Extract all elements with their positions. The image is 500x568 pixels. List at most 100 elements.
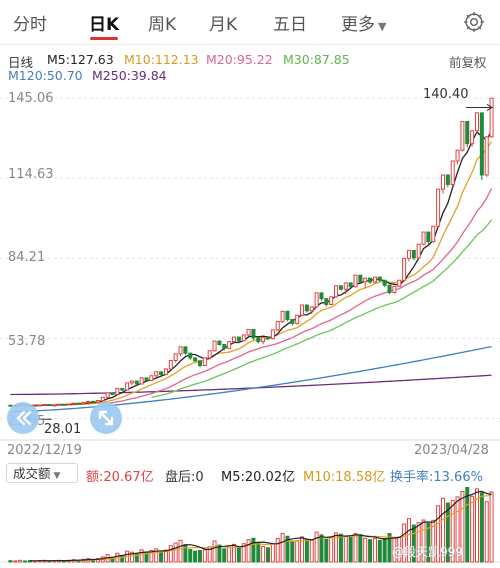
tab-more-label: 更多	[341, 15, 375, 35]
candle	[76, 402, 81, 405]
zoom-restore-button[interactable]	[90, 402, 122, 434]
volume-bar	[426, 522, 431, 563]
adjust-mode-label[interactable]: 前复权	[449, 55, 487, 70]
ma10-value: M10:112.13	[124, 52, 199, 67]
volume-bar	[348, 536, 353, 563]
volume-bar	[193, 550, 198, 563]
volume-bar	[436, 505, 441, 563]
candle	[479, 112, 484, 176]
volume-bar	[324, 538, 329, 563]
period-tab-bar: 分时 日K 周K 月K 五日 更多 ▼	[0, 0, 500, 44]
candle	[163, 368, 168, 375]
tab-five-day[interactable]: 五日	[273, 15, 307, 35]
chevron-down-icon: ▼	[378, 20, 387, 33]
candle	[178, 346, 183, 355]
volume-bar	[309, 539, 314, 563]
candle	[212, 340, 217, 352]
candle	[168, 360, 173, 370]
candle	[207, 350, 212, 359]
candle	[256, 337, 261, 343]
max-price-label: 140.40	[423, 87, 469, 102]
ma20-value: M20:95.22	[206, 52, 273, 67]
volume-bar	[202, 549, 207, 563]
candle	[241, 334, 246, 342]
candle	[115, 387, 120, 395]
candle	[474, 112, 479, 132]
turnover-rate: 换手率:13.66%	[390, 470, 483, 485]
candle	[455, 149, 460, 162]
candle	[251, 328, 256, 339]
volume-bar	[372, 538, 377, 563]
candle	[144, 377, 149, 382]
volume-bar	[421, 519, 426, 563]
y-tick-label: 114.63	[8, 167, 54, 182]
volume-bar	[300, 536, 305, 563]
ma30-line	[151, 219, 493, 399]
candle	[343, 282, 348, 290]
volume-bar	[455, 496, 460, 563]
candle	[71, 402, 76, 405]
ma250-value: M250:39.84	[92, 68, 167, 83]
tab-weekly-k[interactable]: 周K	[148, 15, 177, 35]
candle	[440, 174, 445, 190]
candle	[304, 304, 309, 312]
candle	[52, 404, 57, 407]
ma250-line	[10, 374, 492, 396]
candle	[460, 121, 465, 151]
scroll-left-button[interactable]	[7, 402, 39, 434]
volume-bar	[241, 543, 246, 563]
chevron-down-icon: ▼	[53, 471, 61, 481]
volume-bar	[261, 545, 266, 563]
expand-arrows-icon	[98, 410, 114, 426]
tab-monthly-k[interactable]: 月K	[209, 15, 238, 35]
y-tick-label: 145.06	[8, 91, 54, 106]
x-start-date: 2022/12/19	[7, 443, 82, 458]
candle	[368, 277, 373, 283]
candle	[421, 231, 426, 245]
ma20-line	[102, 188, 493, 405]
tab-daily-k[interactable]: 日K	[89, 15, 120, 35]
candle	[47, 403, 52, 406]
candle	[372, 276, 377, 283]
ma120-value: M120:50.70	[8, 68, 83, 83]
candle	[314, 292, 319, 308]
candle	[173, 353, 178, 362]
volume-bar	[13, 560, 18, 563]
volume-bar	[460, 491, 465, 563]
candle	[465, 121, 470, 145]
candle	[37, 404, 42, 407]
volume-dropdown-label: 成交额	[13, 466, 51, 481]
settings-gear-icon[interactable]	[463, 11, 485, 33]
volume-bar	[159, 551, 164, 563]
candle	[334, 285, 339, 298]
volume-bar	[319, 534, 324, 563]
volume-bar	[222, 548, 227, 563]
volume-bar	[251, 537, 256, 563]
volume-bar	[280, 533, 285, 563]
volume-bar	[256, 541, 261, 563]
volume-bar	[270, 543, 275, 563]
volume-bar	[285, 535, 290, 563]
volume-bar	[227, 546, 232, 563]
y-tick-label: 84.21	[8, 250, 46, 265]
candle	[57, 403, 62, 406]
volume-bar	[304, 539, 309, 563]
ma30-value: M30:87.85	[283, 52, 350, 67]
candle	[285, 310, 290, 320]
candle	[338, 285, 343, 290]
volume-indicator-dropdown[interactable]: 成交额 ▼	[6, 463, 78, 483]
candle	[353, 274, 358, 288]
candle	[358, 274, 363, 283]
volume-bar	[295, 540, 300, 563]
candle	[66, 403, 71, 406]
candle	[377, 276, 382, 281]
volume-bar	[450, 499, 455, 563]
tab-intraday[interactable]: 分时	[13, 15, 47, 35]
max-arrow	[466, 104, 493, 111]
volume-bar	[489, 491, 494, 563]
candle	[329, 296, 334, 305]
candle	[295, 314, 300, 324]
tab-more[interactable]: 更多 ▼	[341, 10, 386, 35]
volume-bar	[290, 541, 295, 563]
